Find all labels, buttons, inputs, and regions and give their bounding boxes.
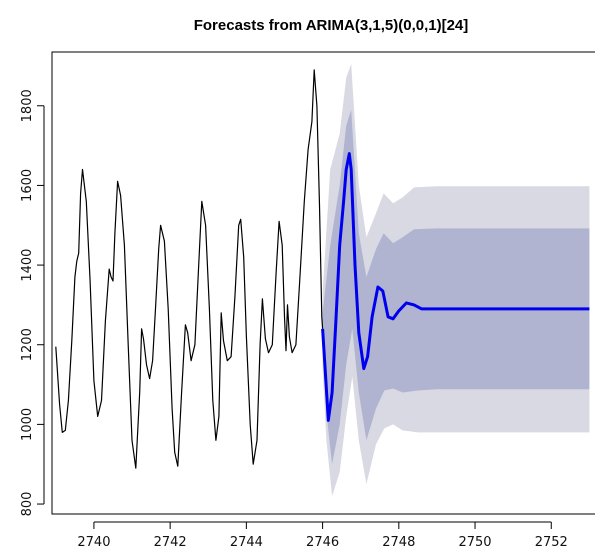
x-tick-label: 2752: [535, 535, 568, 550]
x-tick-label: 2750: [458, 535, 491, 550]
forecast-series-line: [321, 152, 590, 422]
x-tick-label: 2748: [382, 535, 415, 550]
x-tick-label: 2742: [154, 535, 187, 550]
series-lines: [55, 69, 590, 469]
observed-series-line: [55, 69, 324, 469]
chart-title: Forecasts from ARIMA(3,1,5)(0,0,1)[24]: [194, 17, 469, 34]
y-tick-label: 1600: [20, 169, 35, 202]
y-tick-label: 800: [20, 492, 35, 517]
x-axis: 2740 2742 2744 2746 2748 2750 2752: [77, 521, 568, 550]
y-tick-label: 1400: [20, 249, 35, 282]
prediction-intervals: [322, 63, 590, 497]
plot-frame: [51, 51, 595, 515]
x-tick-label: 2746: [306, 535, 339, 550]
y-tick-label: 1000: [20, 408, 35, 441]
x-tick-label: 2744: [230, 535, 263, 550]
y-axis: 800 1000 1200 1400 1600 1800: [20, 89, 45, 517]
y-tick-label: 1800: [20, 89, 35, 122]
y-tick-label: 1200: [20, 328, 35, 361]
x-tick-label: 2740: [77, 535, 110, 550]
interval-band-80pct: [322, 109, 590, 465]
